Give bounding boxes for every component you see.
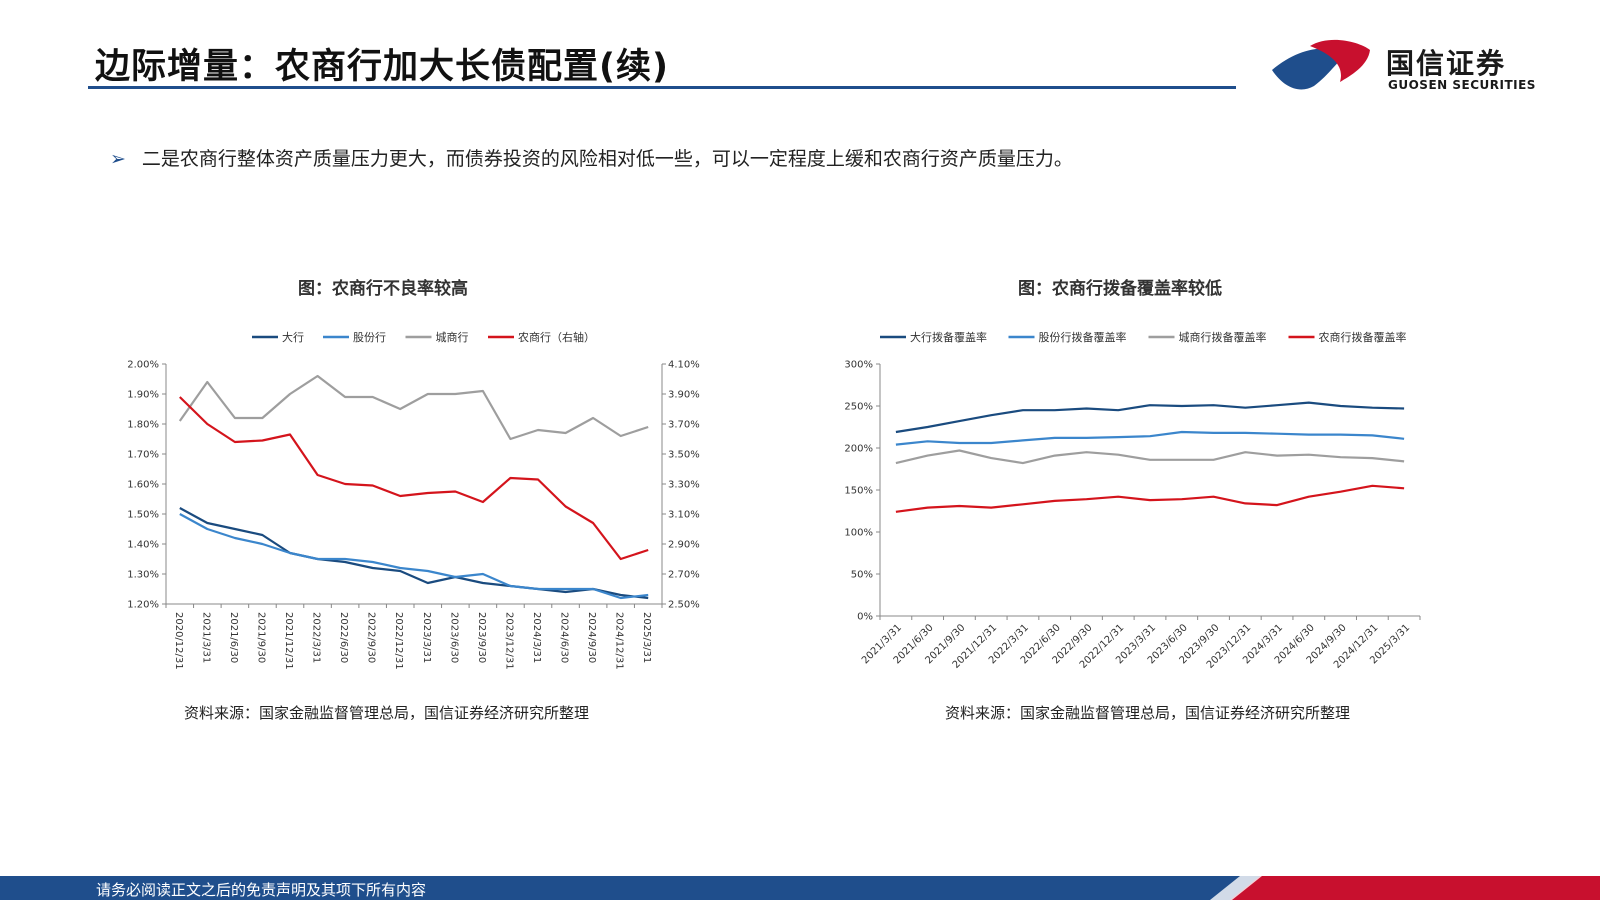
page-title: 边际增量：农商行加大长债配置(续) xyxy=(95,47,669,87)
chart-2-series-line-0 xyxy=(895,401,1405,434)
logo-text-en: GUOSEN SECURITIES xyxy=(1388,78,1536,92)
chart-1-ytick-label: 1.60% xyxy=(127,480,159,491)
chart-1-y2tick-label: 2.70% xyxy=(668,570,700,581)
chart-2-ytick-label: 150% xyxy=(844,486,873,497)
chart-1-y2tick-label: 4.10% xyxy=(668,360,700,371)
chart-1-series-line-0 xyxy=(179,507,649,600)
chart-1-xtick-label: 2021/3/31 xyxy=(200,612,211,663)
chart-1-xtick-label: 2023/3/31 xyxy=(421,612,432,663)
chart-1-xtick-label: 2023/12/31 xyxy=(503,612,514,670)
chart-1-y2tick-label: 3.70% xyxy=(668,420,700,431)
chart-1-xtick-label: 2024/3/31 xyxy=(531,612,542,663)
chart-2-ytick-label: 50% xyxy=(851,570,873,581)
chart-1-ytick-label: 2.00% xyxy=(127,360,159,371)
chart-1-y2tick-label: 3.30% xyxy=(668,480,700,491)
chart-1-source: 资料来源：国家金融监督管理总局，国信证券经济研究所整理 xyxy=(184,704,590,722)
footer-bar xyxy=(0,876,1600,900)
chart-2-series-line-2 xyxy=(895,449,1405,465)
chart-1-legend-label-3: 农商行（右轴） xyxy=(518,330,595,344)
chart-1-xtick-label: 2022/9/30 xyxy=(366,612,377,663)
chart-1-xtick-label: 2023/6/30 xyxy=(448,612,459,663)
chart-1-xtick-label: 2022/12/31 xyxy=(393,612,404,670)
bullet-point: ➢ 二是农商行整体资产质量压力更大，而债券投资的风险相对低一些，可以一定程度上缓和… xyxy=(110,144,1073,171)
chart-1-xtick-label: 2021/12/31 xyxy=(283,612,294,670)
chart-2-ytick-label: 250% xyxy=(844,402,873,413)
chart-2-legend-label-1: 股份行拨备覆盖率 xyxy=(1039,330,1127,344)
chart-1-ytick-label: 1.20% xyxy=(127,600,159,611)
logo-text-cn: 国信证券 xyxy=(1386,47,1507,80)
chart-1-y2tick-label: 3.50% xyxy=(668,450,700,461)
chart-1-legend-label-2: 城商行 xyxy=(436,330,469,344)
chart-2-legend-label-3: 农商行拨备覆盖率 xyxy=(1319,330,1407,344)
chart-1-ytick-label: 1.90% xyxy=(127,390,159,401)
chart-2-ytick-label: 0% xyxy=(857,612,873,623)
chart-2-legend-label-2: 城商行拨备覆盖率 xyxy=(1179,330,1267,344)
chart-2-ytick-label: 200% xyxy=(844,444,873,455)
footer-disclaimer: 请务必阅读正文之后的免责声明及其项下所有内容 xyxy=(96,881,427,899)
chart-1-ytick-label: 1.80% xyxy=(127,420,159,431)
chart-1-xtick-label: 2022/6/30 xyxy=(338,612,349,663)
chart-1-ytick-label: 1.30% xyxy=(127,570,159,581)
chart-2-series-line-3 xyxy=(895,484,1405,513)
guosen-logo-icon xyxy=(1272,39,1370,90)
chart-1-xtick-label: 2020/12/31 xyxy=(173,612,184,670)
chart-1-ytick-label: 1.40% xyxy=(127,540,159,551)
chart-1-xtick-label: 2024/12/31 xyxy=(614,612,625,670)
chart-2-legend-label-0: 大行拨备覆盖率 xyxy=(910,330,987,344)
chart-1-xtick-label: 2021/6/30 xyxy=(228,612,239,663)
chart-1-y2tick-label: 3.90% xyxy=(668,390,700,401)
chart-1-legend-label-1: 股份行 xyxy=(353,331,386,344)
chart-1-xtick-label: 2024/9/30 xyxy=(586,612,597,663)
bullet-text: 二是农商行整体资产质量压力更大，而债券投资的风险相对低一些，可以一定程度上缓和农… xyxy=(141,148,1073,170)
chart-1-y2tick-label: 2.50% xyxy=(668,600,700,611)
chart-1-xtick-label: 2024/6/30 xyxy=(559,612,570,663)
chart-1-xtick-label: 2023/9/30 xyxy=(476,612,487,663)
chart-1-ytick-label: 1.70% xyxy=(127,450,159,461)
chart-1-y2tick-label: 2.90% xyxy=(668,540,700,551)
chart-2-title: 图：农商行拨备覆盖率较低 xyxy=(1018,279,1222,299)
chart-1-xtick-label: 2022/3/31 xyxy=(311,612,322,663)
chart-2-ytick-label: 100% xyxy=(844,528,873,539)
chart-1-series-line-2 xyxy=(178,374,649,441)
arrow-bullet-icon: ➢ xyxy=(110,148,126,170)
chart-1-y2tick-label: 3.10% xyxy=(668,510,700,521)
chart-1-legend-label-0: 大行 xyxy=(282,330,304,344)
chart-1-series-line-1 xyxy=(179,513,649,600)
chart-1-series-line-3 xyxy=(179,396,649,561)
chart-2-ytick-label: 300% xyxy=(844,360,873,371)
title-underline xyxy=(88,86,1236,89)
chart-2-series-line-1 xyxy=(895,430,1405,446)
chart-1-xtick-label: 2025/3/31 xyxy=(641,612,652,663)
chart-1-title: 图：农商行不良率较高 xyxy=(298,279,468,299)
chart-1-xtick-label: 2021/9/30 xyxy=(255,612,266,663)
chart-1-ytick-label: 1.50% xyxy=(127,510,159,521)
chart-2-source: 资料来源：国家金融监督管理总局，国信证券经济研究所整理 xyxy=(945,704,1351,722)
